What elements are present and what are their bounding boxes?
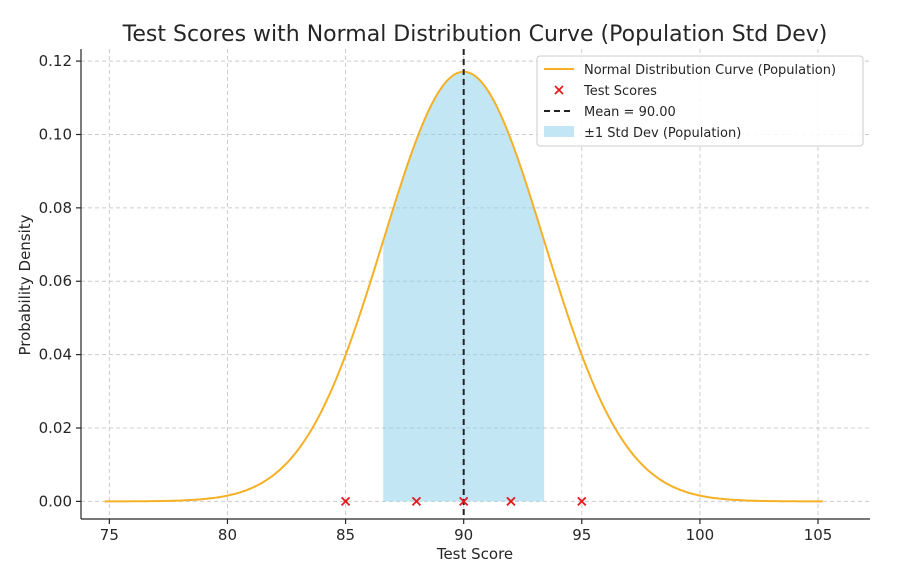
axes: 75 80 85 90 95 100 105 0.00 0.02 0.04 0.06 0.08 0.10… [39, 49, 870, 544]
x-tick-label: 85 [336, 526, 355, 544]
legend-scores-marker [554, 85, 564, 95]
x-tick-label: 90 [454, 526, 473, 544]
legend-scores-x [554, 85, 564, 95]
y-tick-label: 0.00 [39, 492, 72, 510]
y-tick-label: 0.12 [39, 52, 72, 70]
legend-frame [536, 55, 864, 147]
chart-title: Test Scores with Normal Distribution Cur… [122, 22, 828, 47]
y-tick-label: 0.02 [39, 419, 72, 437]
marker-stroke [554, 85, 564, 95]
legend-mean-label: Mean = 90.00 [584, 105, 676, 120]
x-tick-label: 75 [100, 526, 119, 544]
x-tick-label: 95 [572, 526, 591, 544]
test-score-point [506, 496, 516, 507]
std-band-area [383, 71, 545, 502]
y-tick-label: 0.08 [39, 199, 72, 217]
test-score-point [411, 496, 422, 507]
y-tick-label: 0.04 [39, 346, 72, 364]
legend-curve-label: Normal Distribution Curve (Population) [584, 63, 836, 78]
legend-band-swatch [544, 126, 574, 137]
marker-stroke [459, 496, 469, 507]
test-score-point [459, 496, 469, 507]
legend: Normal Distribution Curve (Population) T… [536, 55, 864, 147]
y-axis-label: Probability Density [16, 214, 34, 355]
marker-stroke [506, 496, 516, 507]
x-tick-label: 80 [218, 526, 237, 544]
legend-scores-label: Test Scores [583, 84, 657, 99]
marker-stroke [411, 496, 422, 507]
test-score-markers [340, 496, 587, 507]
legend-band-label: ±1 Std Dev (Population) [584, 126, 741, 141]
y-tick-label: 0.06 [39, 272, 72, 290]
y-tick-label: 0.10 [39, 125, 72, 143]
marker-stroke [577, 496, 587, 507]
test-score-point [340, 496, 351, 507]
x-tick-label: 105 [804, 526, 833, 544]
std-band [383, 71, 545, 502]
test-score-point [577, 496, 587, 507]
x-tick-label: 100 [686, 526, 715, 544]
marker-stroke [340, 496, 351, 507]
x-axis-label: Test Score [436, 545, 513, 563]
